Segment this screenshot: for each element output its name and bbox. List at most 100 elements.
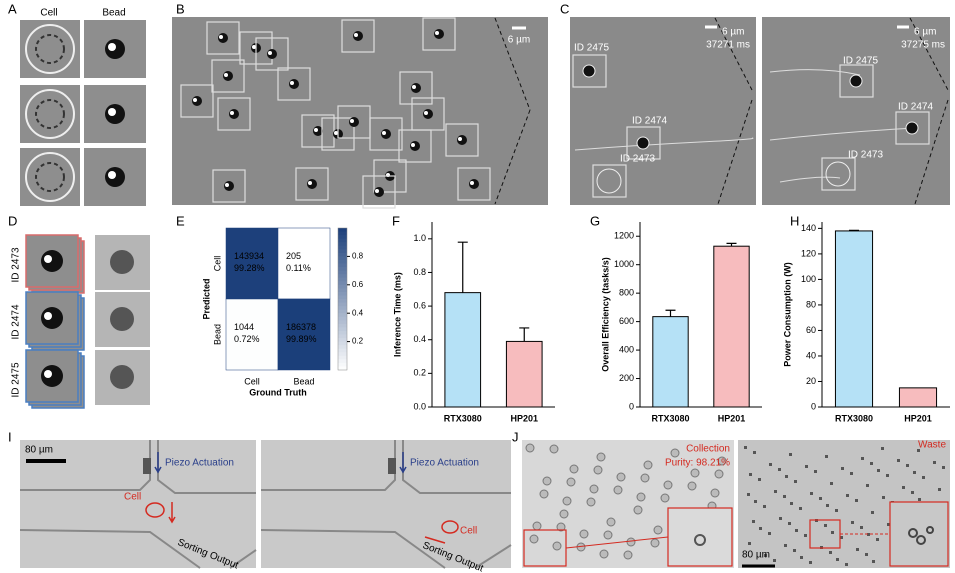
cell xyxy=(35,34,65,64)
annotation: Piezo Actuation xyxy=(410,458,479,469)
zoom-line xyxy=(565,536,669,549)
column-label: Bead xyxy=(102,8,125,19)
arrow xyxy=(399,452,407,474)
y-tick-label: 20 xyxy=(806,376,816,386)
colorbar-segment xyxy=(338,338,347,343)
colorbar-segment xyxy=(338,267,347,272)
particle xyxy=(933,461,936,464)
cell xyxy=(825,161,851,187)
object-id: ID 2474 xyxy=(898,102,933,113)
y-tick-label: 140 xyxy=(801,223,816,233)
panel-label: C xyxy=(560,1,569,16)
matrix-cell xyxy=(225,298,279,371)
x-tick-label: HP201 xyxy=(718,413,746,423)
cell-image xyxy=(20,148,80,206)
object-id: ID 2473 xyxy=(620,154,655,165)
particle xyxy=(819,497,822,500)
colorbar-segment xyxy=(338,341,347,346)
particle xyxy=(596,452,606,462)
channel xyxy=(19,440,257,569)
bead xyxy=(219,35,223,39)
particle xyxy=(759,527,762,530)
particle xyxy=(902,486,905,489)
particle xyxy=(804,534,807,537)
bead xyxy=(411,143,415,147)
colorbar-segment xyxy=(338,366,347,371)
object-id: ID 2474 xyxy=(11,304,22,339)
particle xyxy=(764,554,767,557)
error-bar xyxy=(849,229,859,231)
particle xyxy=(867,533,870,536)
particle xyxy=(942,466,945,469)
bar xyxy=(505,340,543,408)
object-id: ID 2475 xyxy=(11,362,22,397)
colorbar-segment xyxy=(338,320,347,325)
particle xyxy=(763,505,766,508)
colorbar-segment xyxy=(338,263,347,268)
colorbar-segment xyxy=(338,270,347,275)
particle xyxy=(926,526,934,534)
matrix-cell xyxy=(225,227,279,300)
colorbar-frame xyxy=(337,227,348,371)
object-id: ID 2474 xyxy=(632,116,667,127)
colorbar-segment xyxy=(338,334,347,339)
bead xyxy=(108,171,116,179)
bar xyxy=(652,316,689,408)
y-axis-label: Inference Time (ms) xyxy=(392,272,402,357)
bead xyxy=(354,33,358,37)
particle xyxy=(542,476,552,486)
particle xyxy=(870,462,873,465)
bead xyxy=(252,45,256,49)
particle xyxy=(788,522,791,525)
cell-percent: 99.28% xyxy=(234,263,265,273)
bead xyxy=(225,183,229,187)
x-tick-label: RTX3080 xyxy=(651,413,689,423)
reference-object xyxy=(110,307,134,331)
particle xyxy=(773,559,776,562)
particle xyxy=(850,472,853,475)
colorbar-segment xyxy=(338,231,347,236)
bead xyxy=(230,111,234,115)
particle xyxy=(616,472,626,482)
particle xyxy=(872,560,875,563)
colorbar-segment xyxy=(338,235,347,240)
particle xyxy=(783,495,786,498)
particle xyxy=(825,455,828,458)
detection-box xyxy=(839,64,874,98)
panel-label: E xyxy=(176,213,185,228)
cell-count: 143934 xyxy=(234,251,264,261)
particle xyxy=(830,482,833,485)
colorbar-segment xyxy=(338,359,347,364)
object xyxy=(41,307,63,329)
particle xyxy=(758,478,761,481)
error-bar xyxy=(457,241,468,293)
cell-count: 205 xyxy=(286,251,301,261)
particle xyxy=(795,529,798,532)
trajectory xyxy=(574,69,916,183)
particle xyxy=(851,521,854,524)
tracked-objects xyxy=(572,54,930,198)
particle xyxy=(599,549,609,559)
cell-count: 186378 xyxy=(286,322,316,332)
colorbar-segment xyxy=(338,242,347,247)
particle xyxy=(569,464,579,474)
particle xyxy=(752,520,755,523)
particle xyxy=(650,538,660,548)
detection-box xyxy=(626,126,661,160)
particle xyxy=(784,544,787,547)
x-tick-label: Cell xyxy=(244,376,260,386)
bar xyxy=(713,245,750,408)
particle xyxy=(525,443,535,453)
particle xyxy=(887,523,890,526)
charts: 143934 99.28% 205 0.11% 1044 0.72% 186378 99.89… xyxy=(201,222,950,423)
particle xyxy=(640,473,650,483)
y-tick-label: 1000 xyxy=(614,259,634,269)
detection-box xyxy=(180,84,214,118)
microscope-image xyxy=(261,440,511,568)
panel-label: A xyxy=(8,1,17,16)
particle xyxy=(871,511,874,514)
colorbar-segment xyxy=(338,291,347,296)
colorbar-segment xyxy=(338,302,347,307)
panel-label: H xyxy=(790,213,799,228)
